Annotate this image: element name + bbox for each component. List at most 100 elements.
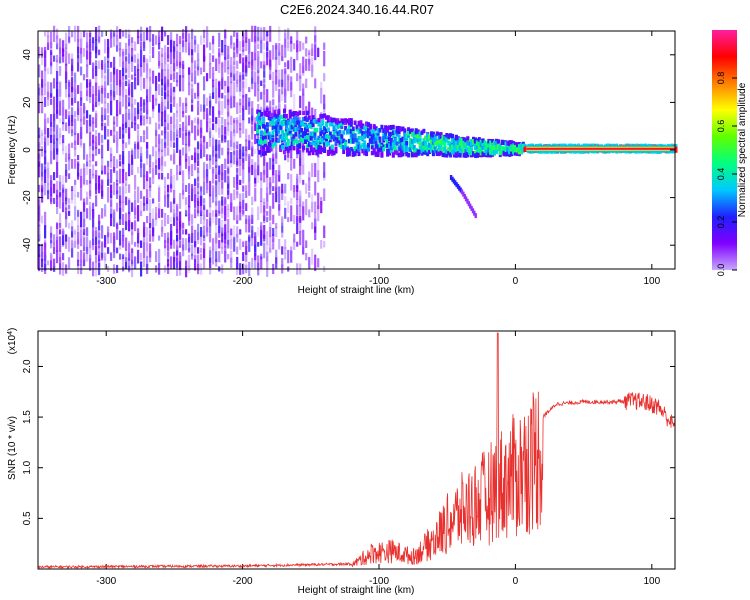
spectrogram-cell [161, 138, 164, 152]
spectrogram-cell [315, 151, 319, 156]
spectrogram-cell [510, 145, 514, 150]
spectrogram-cell [203, 94, 206, 110]
spectrogram-cell [47, 132, 50, 146]
spectrogram-cell [116, 131, 119, 147]
spectrogram-cell [479, 151, 483, 156]
spectrogram-cell [287, 60, 290, 70]
spectrogram-cell [155, 145, 158, 158]
spectrogram-cell [251, 64, 254, 78]
spectrogram-cell [389, 132, 393, 137]
spectrogram-cell [47, 91, 50, 100]
spectrogram-cell [125, 29, 128, 39]
spectrogram-cell [185, 129, 188, 136]
spectrogram-cell [428, 143, 432, 148]
spectrogram-cell [74, 132, 77, 146]
spectrogram-cell [173, 86, 176, 93]
spectrogram-cell [122, 256, 125, 269]
spectrogram-cell [185, 185, 188, 192]
spectrogram-cell [92, 134, 95, 144]
spectrogram-cell [481, 145, 485, 150]
spectrogram-cell [475, 141, 479, 146]
spectrogram-cell [50, 31, 53, 49]
spectrogram-cell [414, 130, 418, 135]
spectrogram-cell [197, 201, 200, 214]
spectrogram-cell [62, 99, 65, 117]
spectrogram-cell [50, 144, 53, 159]
spectrogram-cell [290, 205, 293, 222]
spectrogram-cell [328, 146, 332, 151]
spectrogram-cell [227, 151, 230, 164]
spectrogram-cell [134, 122, 137, 131]
spectrogram-cell [113, 209, 116, 217]
spectrogram-cell [125, 74, 128, 80]
spectrogram-cell [266, 216, 269, 223]
spectrogram-cell [296, 176, 299, 189]
spectrogram-cell [254, 82, 257, 97]
spectrogram-cell [416, 137, 420, 142]
figure-title: C2E6.2024.340.16.44.R07 [280, 2, 434, 17]
spectrogram-cell [472, 152, 475, 157]
spectrogram-cell [206, 219, 209, 233]
spectrogram-cell [260, 256, 263, 270]
spectrogram-cell [167, 192, 170, 198]
spectrogram-cell [357, 129, 361, 135]
spectrogram-cell [319, 114, 323, 119]
spectrogram-cell [179, 149, 182, 166]
spectrogram-cell [405, 151, 409, 157]
spectrogram-cell [523, 147, 527, 152]
spectrogram-cell [227, 67, 230, 75]
spectrogram-cell [185, 229, 188, 235]
spectrogram-cell [378, 128, 382, 133]
spectrogram-cell [674, 146, 678, 152]
spectrogram-cell [308, 101, 311, 115]
spectrogram-cell [56, 82, 59, 97]
spectrogram-cell [502, 140, 506, 146]
spectrogram-cell [489, 153, 493, 158]
spectrogram-cell [236, 70, 239, 84]
spectrogram-cell [131, 96, 134, 108]
spectrogram-cell [200, 247, 203, 253]
spectrogram-cell [382, 128, 386, 133]
spectrogram-cell [278, 26, 281, 42]
spectrogram-cell [227, 168, 230, 184]
spectrogram-cell [137, 228, 140, 236]
spectrogram-cell [221, 101, 224, 116]
colorbar-tick-label: 0.2 [716, 216, 726, 229]
spectrogram-cell [215, 180, 218, 197]
spectrogram-cell [477, 137, 481, 142]
spectrogram-cell [224, 119, 227, 135]
spectrogram-cell [456, 183, 460, 189]
spectrogram-cell [140, 136, 143, 143]
spectrogram-cell [71, 120, 74, 134]
spectrogram-cell [294, 132, 298, 137]
spectrogram-cell [107, 247, 110, 254]
spectrogram-cell [41, 51, 44, 66]
spectrogram-cell [317, 192, 320, 210]
spectrogram-cell [302, 138, 306, 143]
spectrogram-cell [77, 85, 80, 94]
spectrogram-cell [68, 82, 71, 98]
spectrogram-cell [230, 95, 233, 109]
spectrogram-cell [65, 211, 68, 228]
spectrogram-cell [176, 44, 179, 61]
spectrogram-cell [254, 134, 257, 145]
spectrogram-cell [489, 145, 493, 151]
spectrogram-cell [92, 153, 95, 162]
spectrogram-cell [472, 136, 475, 142]
spectrogram-cell [77, 25, 80, 42]
spectrogram-cell [188, 236, 191, 252]
spectrogram-cell [296, 189, 299, 200]
spectrogram-cell [245, 256, 248, 270]
spectrogram-cell [353, 133, 357, 138]
spectrogram-cell [110, 184, 113, 193]
spectrogram-cell [269, 182, 272, 195]
spectrogram-cell [191, 184, 194, 193]
spectrogram-cell [215, 78, 218, 89]
spectrogram-cell [410, 152, 414, 158]
spectrogram-cell [266, 162, 269, 178]
spectrogram-cell [279, 144, 283, 150]
spectrogram-cell [242, 81, 245, 98]
spectrogram-cell [83, 103, 86, 114]
spectrogram-cell [122, 183, 125, 194]
spectrogram-cell [302, 145, 306, 151]
